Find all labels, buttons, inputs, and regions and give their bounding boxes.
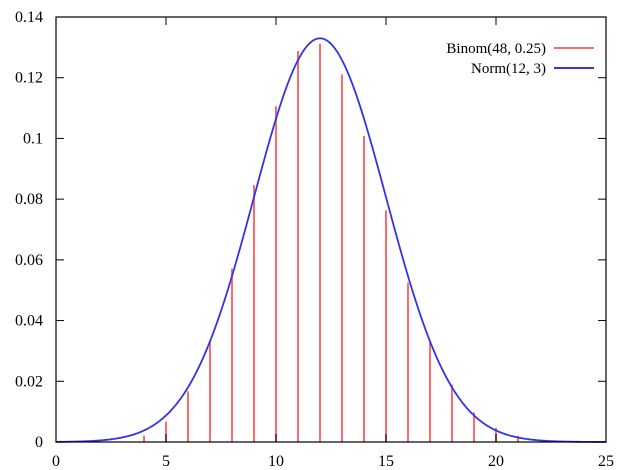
x-tick-label: 25	[598, 453, 614, 470]
binom-impulses	[143, 43, 519, 442]
y-tick-label: 0.1	[23, 130, 43, 147]
x-tick-label: 10	[268, 453, 284, 470]
x-tick-label: 15	[378, 453, 394, 470]
y-tick-label: 0.06	[15, 252, 43, 269]
plot-frame	[55, 16, 607, 443]
y-tick-label: 0.08	[15, 191, 43, 208]
x-tick-label: 0	[52, 453, 60, 470]
y-tick-label: 0.14	[15, 9, 43, 26]
norm-curve	[56, 37, 607, 443]
legend-label-binom: Binom(48, 0.25)	[446, 41, 546, 57]
x-tick-label: 20	[488, 453, 504, 470]
y-tick-label: 0	[35, 434, 43, 451]
legend: Binom(48, 0.25) Norm(12, 3)	[446, 41, 594, 77]
x-tick-label: 5	[162, 453, 170, 470]
axes: 0 5 10 15 20 25 0 0.02 0.04 0.06 0.08 0.1 0.12 0.14	[15, 9, 614, 470]
y-tick-label: 0.04	[15, 313, 43, 330]
y-tick-label: 0.12	[15, 70, 43, 87]
y-tick-label: 0.02	[15, 373, 43, 390]
legend-label-norm: Norm(12, 3)	[471, 61, 546, 77]
